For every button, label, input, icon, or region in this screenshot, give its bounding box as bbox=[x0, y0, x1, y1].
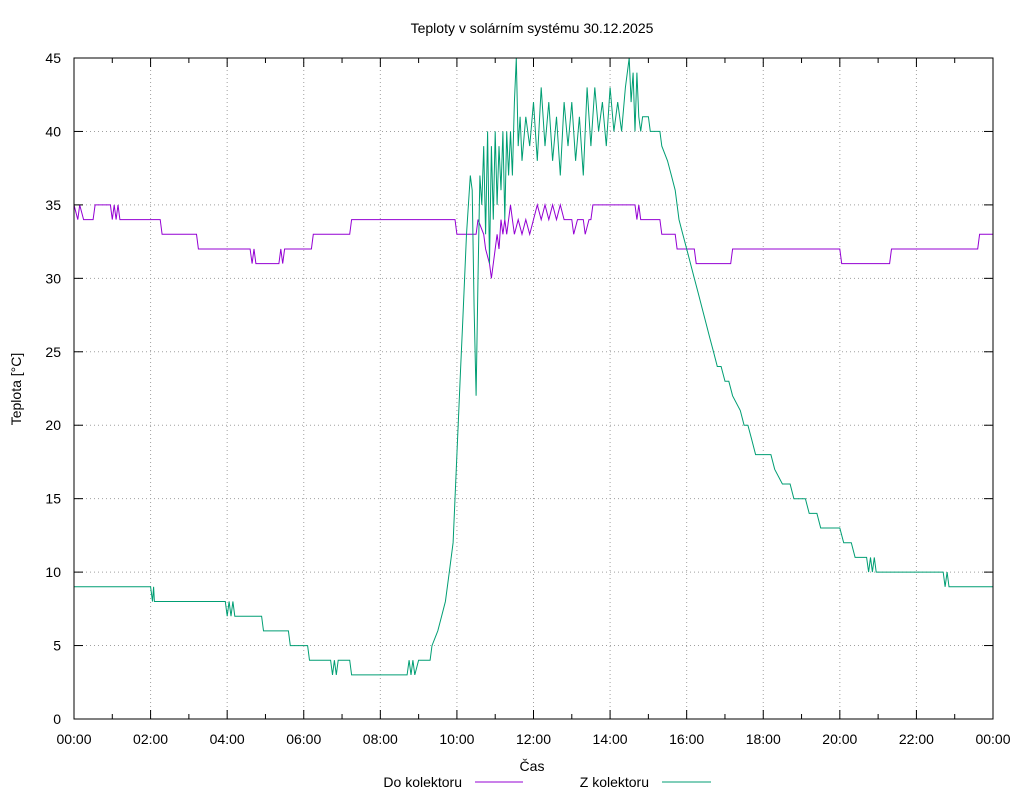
chart-series bbox=[73, 57, 993, 676]
y-tick-label: 20 bbox=[45, 417, 61, 433]
y-tick-label: 5 bbox=[53, 638, 61, 654]
chart-title: Teploty v solárním systému 30.12.2025 bbox=[411, 20, 654, 36]
y-tick-label: 25 bbox=[45, 344, 61, 360]
y-tick-label: 0 bbox=[53, 711, 61, 727]
x-tick-label: 08:00 bbox=[363, 731, 398, 747]
x-tick-label: 22:00 bbox=[899, 731, 934, 747]
y-tick-label: 35 bbox=[45, 197, 61, 213]
legend: Do kolektoru Z kolektoru bbox=[383, 774, 711, 790]
series-line-1 bbox=[74, 57, 993, 676]
y-tick-label: 40 bbox=[45, 123, 61, 139]
y-tick-label: 30 bbox=[45, 270, 61, 286]
x-tick-labels: 00:00 02:00 04:00 06:00 08:00 10:00 12:00 14:00… bbox=[56, 731, 1010, 747]
legend-label-z-kolektoru: Z kolektoru bbox=[580, 774, 649, 790]
chart-grid bbox=[74, 58, 993, 719]
chart-ticks bbox=[73, 57, 994, 720]
x-tick-label: 18:00 bbox=[746, 731, 781, 747]
series-line-0 bbox=[73, 202, 993, 279]
y-tick-label: 15 bbox=[45, 491, 61, 507]
x-tick-label: 00:00 bbox=[56, 731, 91, 747]
legend-label-do-kolektoru: Do kolektoru bbox=[383, 774, 462, 790]
x-tick-label: 02:00 bbox=[133, 731, 168, 747]
y-tick-labels: 0 5 10 15 20 25 30 35 40 45 bbox=[45, 50, 61, 727]
y-axis-label: Teplota [°C] bbox=[8, 353, 24, 426]
y-tick-label: 10 bbox=[45, 564, 61, 580]
plot-frame bbox=[73, 57, 994, 720]
x-tick-label: 00:00 bbox=[975, 731, 1010, 747]
x-tick-label: 04:00 bbox=[210, 731, 245, 747]
x-tick-label: 06:00 bbox=[286, 731, 321, 747]
x-tick-label: 10:00 bbox=[439, 731, 474, 747]
x-tick-label: 12:00 bbox=[516, 731, 551, 747]
x-tick-label: 20:00 bbox=[822, 731, 857, 747]
x-tick-label: 16:00 bbox=[669, 731, 704, 747]
y-tick-label: 45 bbox=[45, 50, 61, 66]
x-tick-label: 14:00 bbox=[593, 731, 628, 747]
x-axis-label: Čas bbox=[520, 758, 545, 774]
